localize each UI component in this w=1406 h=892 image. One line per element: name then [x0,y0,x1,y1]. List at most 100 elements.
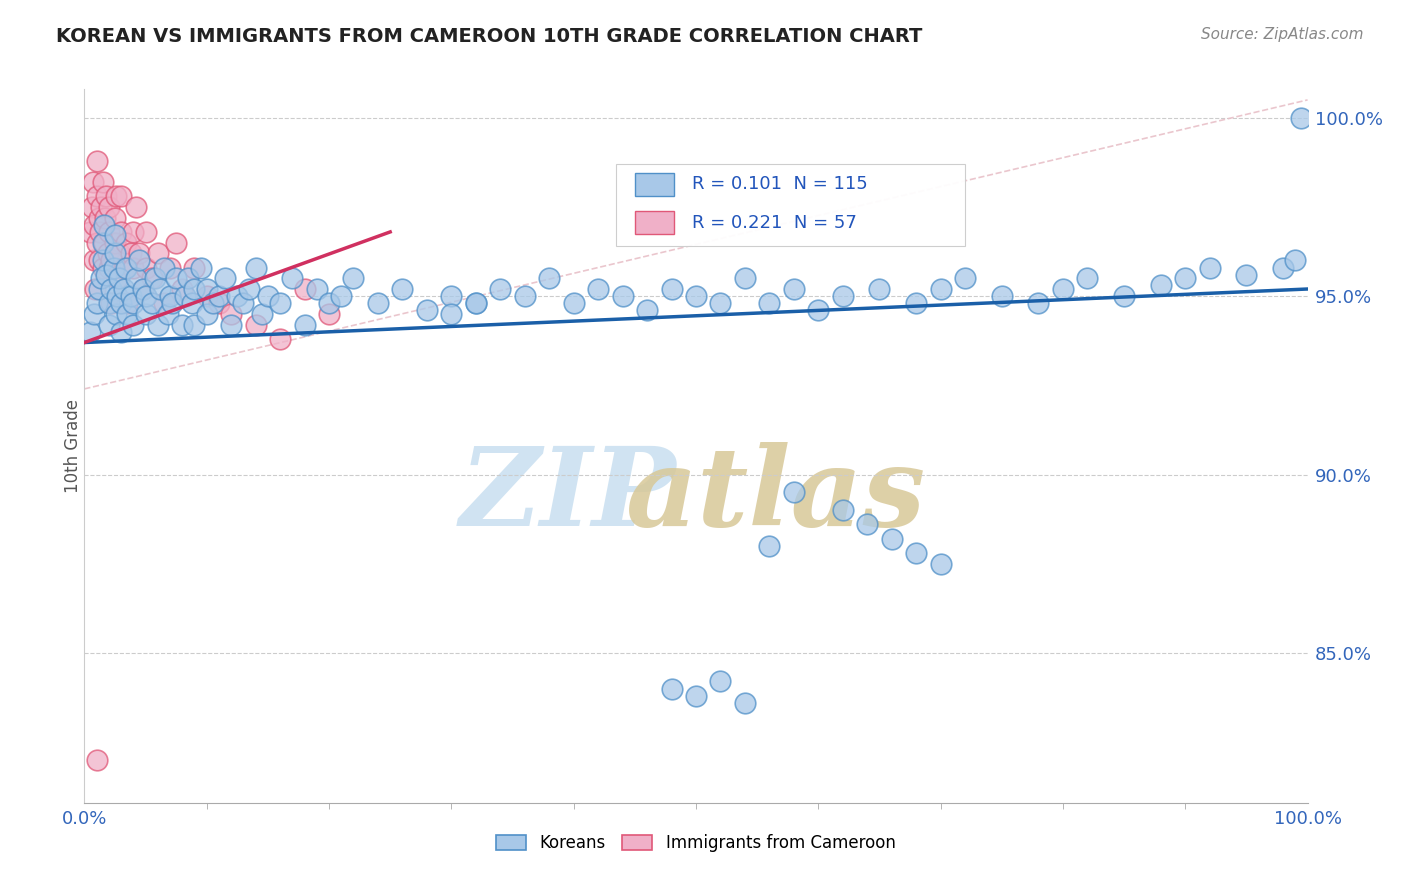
Point [257,289,280,303]
Point [141,296,163,310]
Point [149,282,172,296]
Point [807,303,830,318]
Point [143,271,166,285]
Point [128,246,150,260]
Text: R = 0.221  N = 57: R = 0.221 N = 57 [692,214,858,232]
Point [172,282,194,296]
Point [219,307,242,321]
Point [80,200,103,214]
Point [1150,278,1173,293]
Point [953,271,976,285]
Point [1174,271,1197,285]
Point [905,546,928,560]
Point [100,253,122,268]
Point [929,282,952,296]
Point [132,282,155,296]
Point [135,225,157,239]
Point [165,271,187,285]
Point [115,296,138,310]
Point [562,296,585,310]
Point [250,307,273,321]
Point [172,318,194,332]
Point [84,282,107,296]
Point [195,282,218,296]
Point [79,225,101,239]
Point [416,303,439,318]
Point [330,289,353,303]
Point [90,200,112,214]
Point [294,318,316,332]
Point [391,282,413,296]
Point [281,271,304,285]
Text: R = 0.101  N = 115: R = 0.101 N = 115 [692,175,868,193]
Y-axis label: 10th Grade: 10th Grade [65,399,82,493]
Point [83,253,105,268]
Point [612,289,634,303]
Point [83,307,105,321]
Point [82,175,104,189]
Point [342,271,364,285]
Point [208,289,231,303]
Point [905,296,928,310]
Point [831,289,853,303]
Point [93,218,115,232]
Point [208,296,231,310]
Point [105,271,128,285]
Point [115,307,138,321]
Point [153,260,176,275]
Point [110,189,132,203]
Point [105,289,128,303]
Point [132,282,155,296]
Point [226,289,249,303]
Point [214,271,236,285]
Point [97,318,120,332]
Point [734,271,756,285]
Point [86,235,108,250]
Point [195,289,218,303]
Point [100,296,122,310]
Point [1114,289,1136,303]
Point [100,282,122,296]
Point [831,503,853,517]
Point [97,246,120,260]
Point [856,517,879,532]
Point [183,282,205,296]
Point [146,318,169,332]
Text: KOREAN VS IMMIGRANTS FROM CAMEROON 10TH GRADE CORRELATION CHART: KOREAN VS IMMIGRANTS FROM CAMEROON 10TH … [56,27,922,45]
Point [783,282,806,296]
Text: Source: ZipAtlas.com: Source: ZipAtlas.com [1201,27,1364,42]
Point [91,253,114,268]
Point [97,225,120,239]
Point [305,282,328,296]
Point [880,532,903,546]
Point [105,307,128,321]
Point [86,153,108,168]
Point [245,318,267,332]
Point [153,296,176,310]
Point [103,260,125,275]
Point [538,271,561,285]
Point [156,307,179,321]
Point [96,189,118,203]
Point [86,753,108,767]
Point [115,260,138,275]
Point [135,289,157,303]
Point [122,260,145,275]
Text: ZIP: ZIP [460,442,676,549]
Point [201,296,224,310]
Point [183,318,205,332]
Point [734,696,756,710]
Point [122,318,145,332]
Point [238,282,260,296]
Point [91,260,114,275]
Point [110,325,132,339]
Point [709,674,731,689]
Point [135,307,157,321]
Point [87,253,110,268]
Point [110,296,132,310]
Point [758,539,780,553]
Point [1028,296,1050,310]
Point [440,307,463,321]
Point [128,253,150,268]
Point [135,260,157,275]
